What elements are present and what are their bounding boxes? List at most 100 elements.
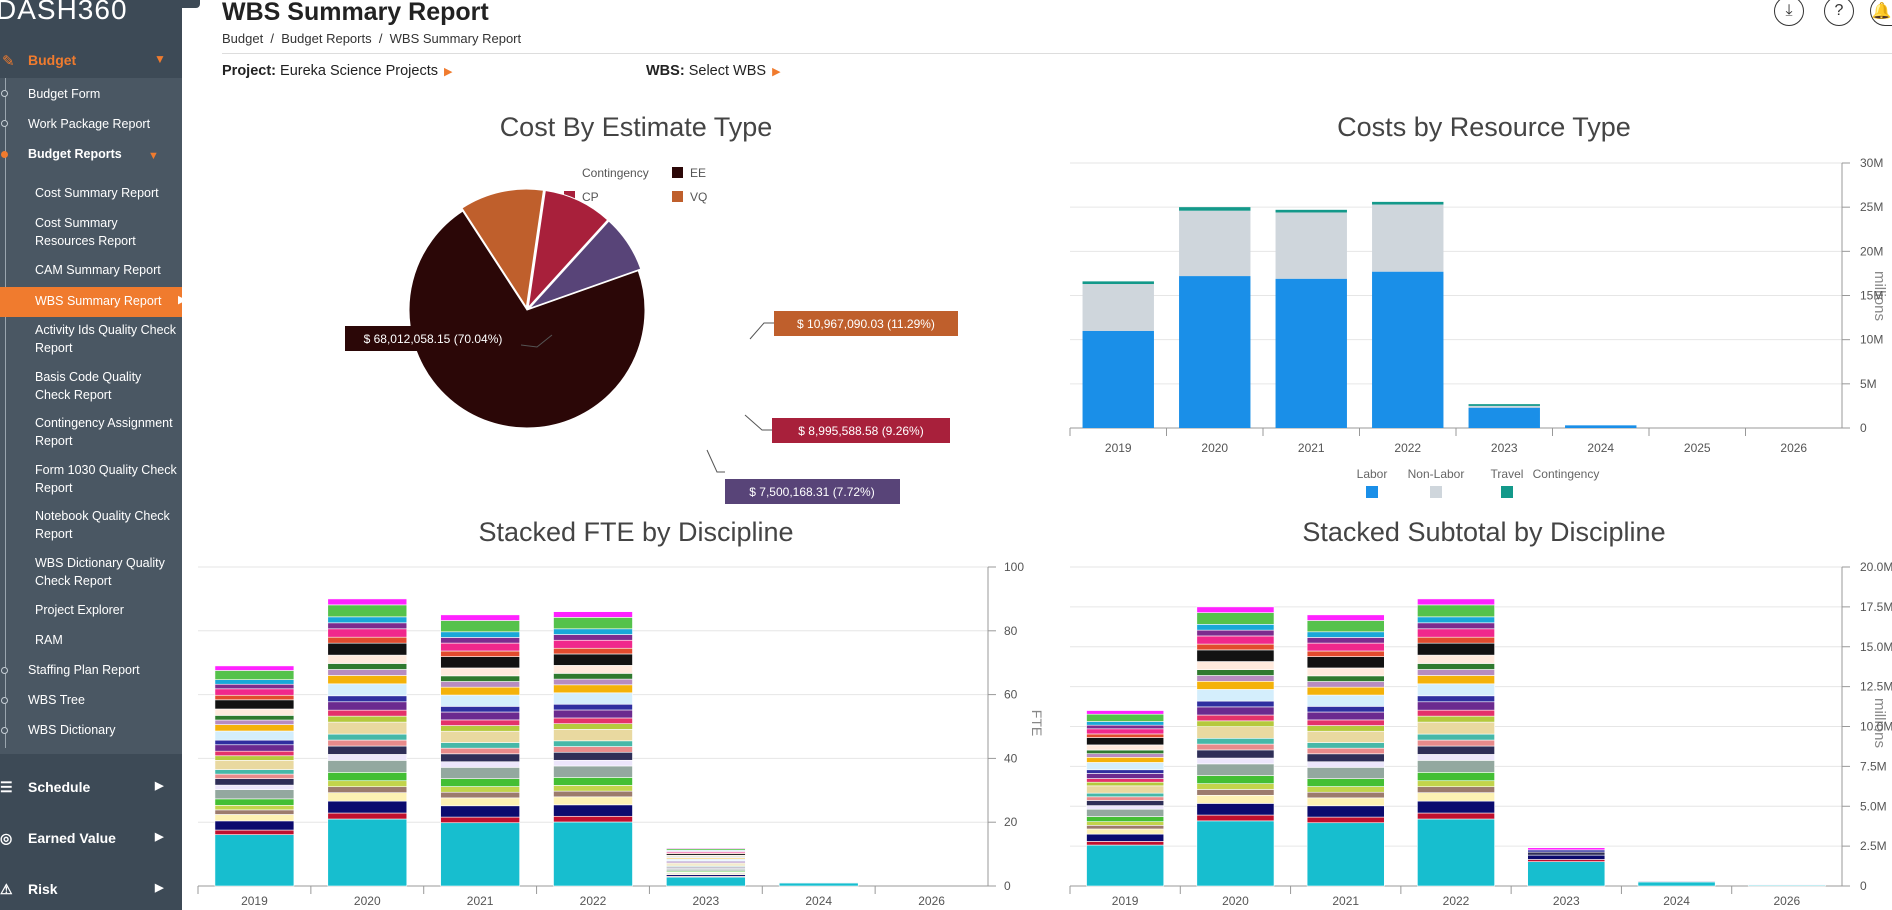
bar-segment-2019[interactable] — [1086, 769, 1165, 774]
bar-segment-2019[interactable] — [214, 739, 295, 746]
bar-segment-2020[interactable] — [327, 709, 408, 717]
bar-segment-2022[interactable] — [1417, 636, 1495, 644]
bar-travel-2021[interactable] — [1275, 209, 1347, 213]
sidebar-item-wbs-tree[interactable]: WBS Tree — [28, 693, 85, 707]
bar-segment-2022[interactable] — [553, 740, 633, 747]
bar-segment-2021[interactable] — [440, 637, 520, 644]
bar-segment-2020[interactable] — [327, 812, 408, 820]
bar-segment-2022[interactable] — [1417, 800, 1495, 814]
bar-segment-2020[interactable] — [327, 628, 408, 638]
sidebar-item-wbs-dictionary[interactable]: WBS Dictionary — [28, 723, 116, 737]
bar-segment-2022[interactable] — [1417, 701, 1495, 711]
bar-segment-2022[interactable] — [553, 684, 633, 694]
bar-segment-2019[interactable] — [214, 744, 295, 752]
bar-segment-2021[interactable] — [1306, 694, 1385, 707]
bar-segment-2019[interactable] — [1086, 778, 1165, 783]
bar-segment-2022[interactable] — [1417, 628, 1495, 638]
bar-segment-2023[interactable] — [1527, 861, 1606, 887]
bar-segment-2022[interactable] — [1417, 622, 1495, 630]
bar-segment-2019[interactable] — [1086, 762, 1165, 771]
bar-segment-2021[interactable] — [1306, 805, 1385, 818]
bar-segment-2019[interactable] — [1086, 841, 1165, 846]
bar-segment-2020[interactable] — [327, 760, 408, 773]
bar-segment-2021[interactable] — [1306, 706, 1385, 713]
sidebar-item-cam-summary-report[interactable]: CAM Summary Report — [35, 263, 161, 277]
bar-segment-2019[interactable] — [214, 778, 295, 786]
bar-segment-2022[interactable] — [1417, 733, 1495, 741]
bar-segment-2021[interactable] — [1306, 747, 1385, 755]
bar-segment-2021[interactable] — [1306, 631, 1385, 638]
bar-segment-2021[interactable] — [1306, 711, 1385, 721]
bar-segment-2022[interactable] — [1417, 792, 1495, 802]
bar-segment-2022[interactable] — [1417, 642, 1495, 656]
bar-segment-2022[interactable] — [553, 729, 633, 742]
bar-segment-2019[interactable] — [214, 665, 295, 671]
bar-segment-2022[interactable] — [553, 673, 633, 680]
sidebar-item-cost-summary-resources-report[interactable]: Cost Summary Resources Report — [35, 216, 136, 248]
bar-segment-2019[interactable] — [214, 730, 295, 741]
bar-segment-2021[interactable] — [1306, 822, 1385, 887]
bar-segment-2023[interactable] — [1527, 859, 1606, 862]
bar-segment-2020[interactable] — [1196, 706, 1275, 716]
bar-segment-2022[interactable] — [1417, 695, 1495, 703]
sidebar-item-wbs-dictionary-quality-check-report[interactable]: WBS Dictionary Quality Check Report — [35, 556, 165, 588]
bar-segment-2019[interactable] — [214, 688, 295, 696]
bar-travel-2023[interactable] — [1468, 404, 1540, 406]
bar-labor-2020[interactable] — [1179, 276, 1251, 428]
bar-segment-2020[interactable] — [1196, 689, 1275, 702]
bar-segment-2019[interactable] — [214, 724, 295, 732]
sidebar-item-work-package-report[interactable]: Work Package Report — [28, 117, 151, 131]
bar-non-labor-2019[interactable] — [1082, 284, 1154, 331]
bar-segment-2022[interactable] — [553, 717, 633, 724]
sidebar-item-budget-reports[interactable]: Budget Reports — [28, 147, 122, 161]
bar-segment-2019[interactable] — [214, 809, 295, 815]
bar-segment-2019[interactable] — [1086, 808, 1165, 817]
bar-segment-2024[interactable] — [1637, 881, 1716, 887]
bar-segment-2020[interactable] — [1196, 714, 1275, 722]
bar-segment-2019[interactable] — [214, 804, 295, 811]
bar-segment-2021[interactable] — [440, 742, 520, 749]
bar-segment-2020[interactable] — [327, 772, 408, 782]
bar-segment-2020[interactable] — [1196, 743, 1275, 751]
bar-segment-2020[interactable] — [327, 792, 408, 802]
bar-segment-2020[interactable] — [327, 622, 408, 630]
bar-segment-2019[interactable] — [214, 760, 295, 770]
bar-segment-2020[interactable] — [1196, 720, 1275, 727]
bar-segment-2019[interactable] — [1086, 749, 1165, 754]
bar-segment-2020[interactable] — [1196, 669, 1275, 676]
bar-segment-2019[interactable] — [214, 784, 295, 791]
bar-segment-2022[interactable] — [553, 617, 633, 630]
sidebar-item-form-1030-quality-check-report[interactable]: Form 1030 Quality Check Report — [35, 463, 177, 495]
bar-segment-2020[interactable] — [327, 745, 408, 755]
help-icon[interactable]: ? — [1824, 0, 1854, 26]
bar-segment-2022[interactable] — [1417, 675, 1495, 685]
bar-segment-2021[interactable] — [440, 681, 520, 688]
bar-segment-2019[interactable] — [1086, 821, 1165, 826]
bar-segment-2019[interactable] — [1086, 753, 1165, 758]
bar-segment-2020[interactable] — [1196, 624, 1275, 631]
bar-segment-2022[interactable] — [1417, 663, 1495, 670]
bar-segment-2022[interactable] — [1417, 780, 1495, 788]
bar-labor-2021[interactable] — [1275, 278, 1347, 428]
bar-segment-2021[interactable] — [440, 791, 520, 799]
bar-segment-2022[interactable] — [1417, 604, 1495, 618]
bar-segment-2019[interactable] — [1086, 833, 1165, 842]
bar-segment-2022[interactable] — [553, 628, 633, 635]
bar-segment-2020[interactable] — [327, 780, 408, 788]
pie-slice-ee[interactable] — [408, 210, 646, 429]
bar-segment-2019[interactable] — [214, 750, 295, 757]
bar-segment-2022[interactable] — [553, 777, 633, 786]
bar-segment-2022[interactable] — [553, 634, 633, 641]
bar-labor-2023[interactable] — [1468, 407, 1540, 428]
bar-segment-2019[interactable] — [1086, 792, 1165, 798]
bar-segment-2022[interactable] — [553, 804, 633, 817]
bar-segment-2021[interactable] — [440, 767, 520, 779]
bar-segment-2021[interactable] — [440, 686, 520, 696]
bar-segment-2021[interactable] — [440, 786, 520, 793]
bar-segment-2019[interactable] — [214, 670, 295, 680]
sidebar-item-contingency-assignment-report[interactable]: Contingency Assignment Report — [35, 416, 173, 448]
bar-segment-2023[interactable] — [1527, 854, 1606, 860]
bar-segment-2023[interactable] — [1527, 849, 1606, 853]
breadcrumb[interactable]: Budget / Budget Reports / WBS Summary Re… — [222, 31, 522, 46]
sidebar-item-cost-summary-report[interactable]: Cost Summary Report — [35, 186, 159, 200]
